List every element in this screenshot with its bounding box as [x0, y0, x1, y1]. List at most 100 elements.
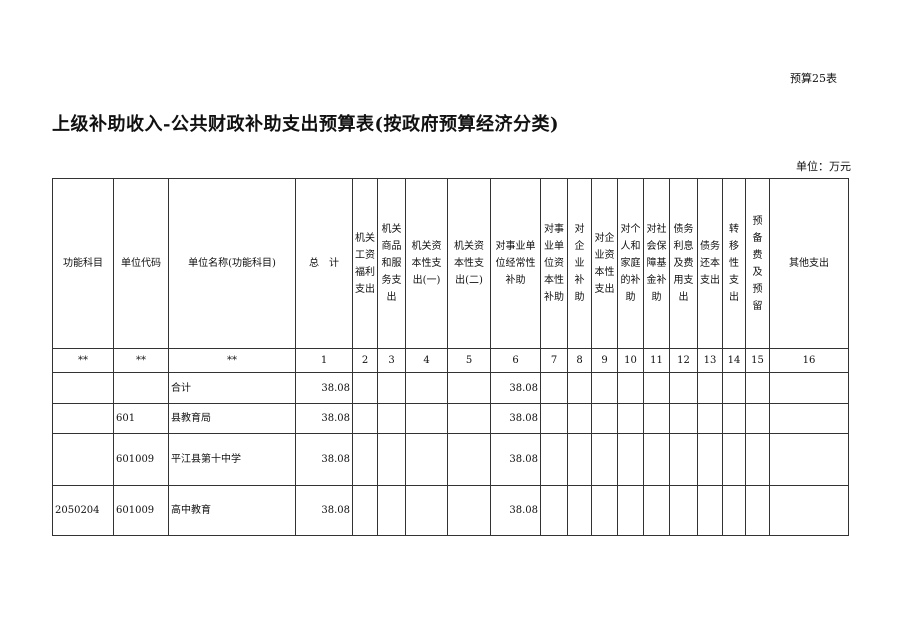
header-cell: 预备 费及 预留 — [745, 178, 770, 349]
column-number-row: ** ** ** 1 2 3 4 5 6 7 8 9 10 11 12 13 14 15 16 — [52, 348, 849, 373]
table-row: 合计 38.08 38.08 — [52, 372, 849, 404]
amount-cell — [567, 403, 592, 434]
amount-cell: 38.08 — [490, 403, 541, 434]
amount-cell — [722, 372, 746, 404]
column-number-cell: 9 — [591, 348, 618, 373]
header-cell: 对企 业资 本性 支出 — [591, 178, 618, 349]
amount-cell — [591, 433, 618, 486]
amount-cell — [643, 433, 670, 486]
header-cell: 功能科目 — [52, 178, 114, 349]
amount-cell — [352, 485, 378, 536]
unit-name-cell: 县教育局 — [168, 403, 296, 434]
amount-cell — [745, 403, 770, 434]
column-number-cell: 13 — [697, 348, 723, 373]
column-number-cell: ** — [52, 348, 114, 373]
amount-cell — [745, 372, 770, 404]
header-cell: 机关 工资 福利 支出 — [352, 178, 378, 349]
unit-label: 单位：万元 — [796, 160, 851, 173]
total-cell: 38.08 — [295, 433, 353, 486]
amount-cell — [617, 485, 644, 536]
column-number-cell: 8 — [567, 348, 592, 373]
column-number-cell: 5 — [447, 348, 491, 373]
unit-code-cell: 601009 — [113, 485, 169, 536]
amount-cell — [617, 403, 644, 434]
column-number-cell: ** — [168, 348, 296, 373]
amount-cell — [697, 433, 723, 486]
amount-cell: 38.08 — [490, 485, 541, 536]
page-title: 上级补助收入-公共财政补助支出预算表(按政府预算经济分类) — [52, 114, 560, 135]
amount-cell — [769, 433, 849, 486]
amount-cell — [591, 372, 618, 404]
amount-cell — [617, 433, 644, 486]
amount-cell — [591, 485, 618, 536]
amount-cell — [769, 372, 849, 404]
column-number-cell: 2 — [352, 348, 378, 373]
amount-cell — [745, 433, 770, 486]
amount-cell — [745, 485, 770, 536]
unit-code-cell: 601009 — [113, 433, 169, 486]
amount-cell — [643, 372, 670, 404]
amount-cell — [669, 485, 698, 536]
amount-cell — [377, 372, 406, 404]
column-number-cell: 4 — [405, 348, 448, 373]
amount-cell — [669, 433, 698, 486]
header-cell: 机关 商品 和服 务支 出 — [377, 178, 406, 349]
amount-cell — [405, 433, 448, 486]
header-cell: 对社 会保 障基 金补 助 — [643, 178, 670, 349]
amount-cell — [447, 433, 491, 486]
column-number-cell: 1 — [295, 348, 353, 373]
header-cell: 债务 还本 支出 — [697, 178, 723, 349]
amount-cell — [540, 372, 568, 404]
header-cell: 机关资 本性支 出(一) — [405, 178, 448, 349]
amount-cell — [567, 433, 592, 486]
amount-cell — [540, 433, 568, 486]
column-number-cell: 16 — [769, 348, 849, 373]
column-number-cell: 7 — [540, 348, 568, 373]
amount-cell — [377, 403, 406, 434]
budget-table: 功能科目 单位代码 单位名称(功能科目) 总 计机关 工资 福利 支出 机关 商品 和服… — [52, 178, 849, 536]
amount-cell — [669, 403, 698, 434]
header-cell: 单位名称(功能科目) — [168, 178, 296, 349]
unit-name-cell: 平江县第十中学 — [168, 433, 296, 486]
amount-cell — [352, 433, 378, 486]
amount-cell — [405, 485, 448, 536]
amount-cell — [669, 372, 698, 404]
amount-cell — [567, 372, 592, 404]
column-number-cell: ** — [113, 348, 169, 373]
header-cell: 对事业单 位经常性 补助 — [490, 178, 541, 349]
amount-cell: 38.08 — [490, 372, 541, 404]
unit-name-cell: 合计 — [168, 372, 296, 404]
function-code-cell: 2050204 — [52, 485, 114, 536]
amount-cell: 38.08 — [490, 433, 541, 486]
amount-cell — [722, 433, 746, 486]
total-cell: 38.08 — [295, 372, 353, 404]
header-cell: 单位代码 — [113, 178, 169, 349]
amount-cell — [405, 372, 448, 404]
function-code-cell — [52, 372, 114, 404]
amount-cell — [617, 372, 644, 404]
amount-cell — [769, 403, 849, 434]
amount-cell — [643, 403, 670, 434]
amount-cell — [722, 403, 746, 434]
header-cell: 转移 性支 出 — [722, 178, 746, 349]
amount-cell — [447, 403, 491, 434]
column-number-cell: 10 — [617, 348, 644, 373]
amount-cell — [377, 433, 406, 486]
amount-cell — [447, 485, 491, 536]
column-number-cell: 11 — [643, 348, 670, 373]
amount-cell — [591, 403, 618, 434]
amount-cell — [697, 372, 723, 404]
amount-cell — [352, 403, 378, 434]
column-number-cell: 14 — [722, 348, 746, 373]
header-cell: 对企 业补 助 — [567, 178, 592, 349]
header-cell: 机关资 本性支 出(二) — [447, 178, 491, 349]
unit-code-cell: 601 — [113, 403, 169, 434]
amount-cell — [697, 403, 723, 434]
header-cell: 其他支出 — [769, 178, 849, 349]
table-row: 2050204 601009 高中教育 38.08 38.08 — [52, 485, 849, 536]
header-cell: 债务 利息 及费 用支 出 — [669, 178, 698, 349]
header-cell: 对事 业单 位资 本性 补助 — [540, 178, 568, 349]
amount-cell — [540, 485, 568, 536]
unit-code-cell — [113, 372, 169, 404]
column-number-cell: 6 — [490, 348, 541, 373]
